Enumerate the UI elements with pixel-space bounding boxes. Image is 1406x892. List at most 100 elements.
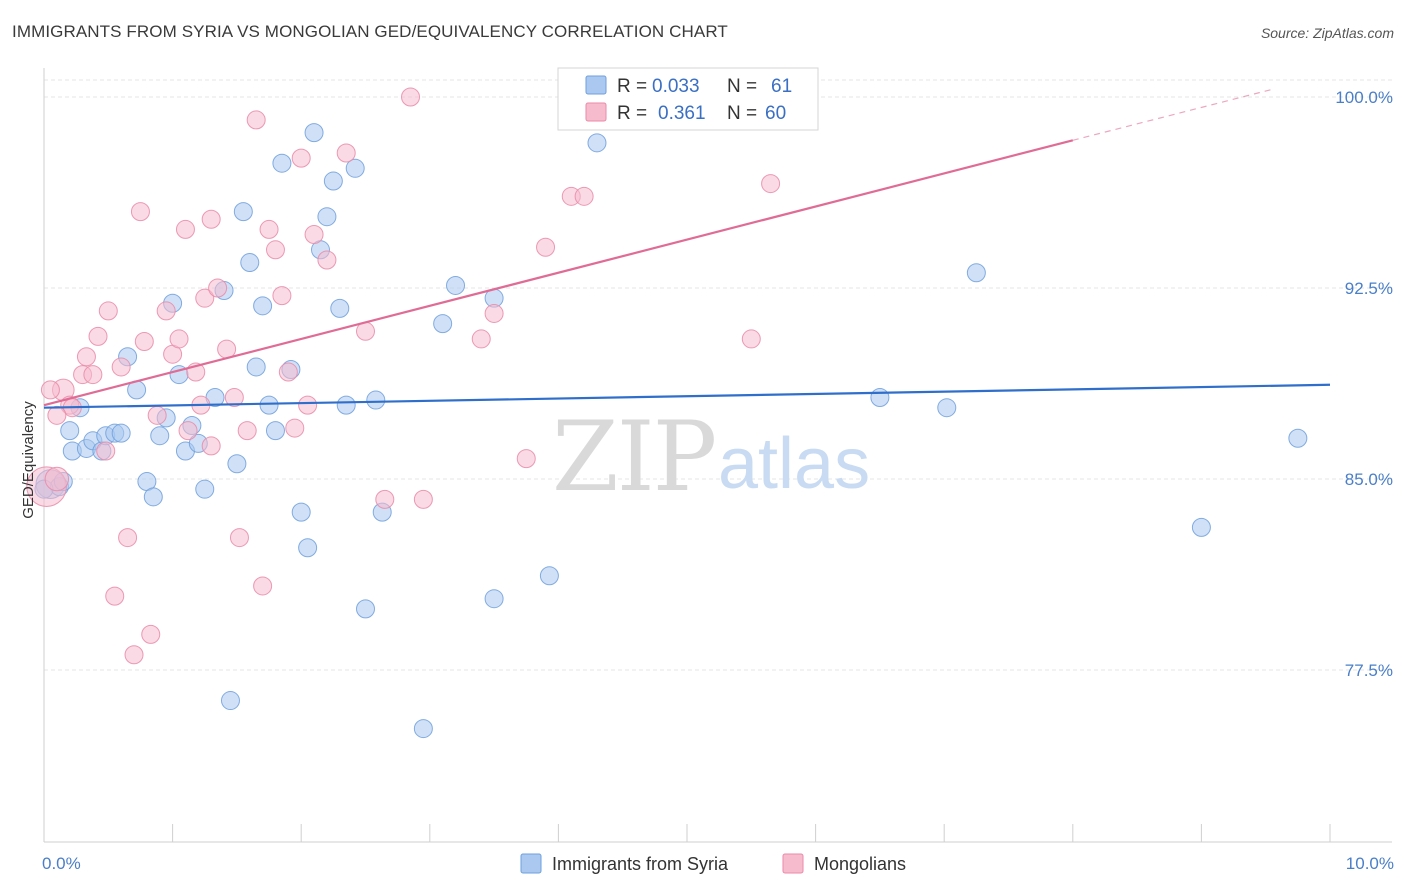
data-point-blue [345,158,365,178]
data-point-pink [401,87,421,107]
chart-title: IMMIGRANTS FROM SYRIA VS MONGOLIAN GED/E… [12,22,728,41]
data-point-pink [40,380,60,400]
data-point-pink [118,528,138,548]
data-point-blue [291,502,311,522]
legend-swatch-blue [585,75,607,95]
data-point-pink [169,329,189,349]
data-point-blue [246,357,266,377]
data-point-pink [471,329,491,349]
data-point-pink [83,365,103,385]
series-legend-swatch-pink [782,853,804,874]
legend-n-label-pink: N = [727,103,757,124]
y-axis-title: GED/Equivalency [20,401,37,519]
data-point-blue [587,133,607,153]
data-point-pink [265,240,285,260]
data-point-pink [246,110,266,130]
data-point-pink [761,174,781,194]
data-point-blue [304,123,324,143]
y-tick-label: 77.5% [1345,661,1393,680]
data-point-blue [484,589,504,609]
data-point-pink [208,278,228,298]
data-point-blue [233,202,253,222]
data-point-blue [272,153,292,173]
data-point-blue [240,253,260,273]
data-point-pink [272,286,292,306]
data-point-pink [285,418,305,438]
data-point-blue [60,421,80,441]
data-point-blue [253,296,273,316]
source-credit: Source: ZipAtlas.com [1260,25,1394,41]
data-point-blue [195,479,215,499]
data-point-blue [265,421,285,441]
data-point-pink [130,202,150,222]
data-point-pink [44,466,70,492]
data-point-pink [156,301,176,321]
data-point-blue [143,487,163,507]
series-legend-label-blue: Immigrants from Syria [552,854,729,874]
data-point-pink [195,288,215,308]
data-point-pink [178,421,198,441]
trend-line-blue [43,383,1331,409]
data-point-pink [124,645,144,665]
data-point-pink [88,326,108,346]
data-point-blue [298,538,318,558]
data-point-blue [539,566,559,586]
data-point-blue [937,398,957,418]
data-point-pink [298,395,318,415]
trend-line-pink [43,139,1074,407]
data-point-pink [291,148,311,168]
legend-n-label-blue: N = [727,76,757,97]
x-tick-label: 0.0% [42,854,81,873]
y-tick-label: 85.0% [1345,470,1393,489]
data-point-blue [336,395,356,415]
data-point-pink [317,250,337,270]
trend-extension-pink [1072,88,1273,141]
data-point-blue [323,171,343,191]
data-point-pink [105,586,125,606]
legend-n-value-pink: 60 [765,103,786,124]
data-point-pink [516,449,536,469]
axes: 100.0% 92.5% 85.0% 77.5% 0.0% 10.0% [42,68,1394,873]
data-point-pink [76,347,96,367]
data-point-blue [413,719,433,739]
series-legend-swatch-blue [520,853,542,874]
data-point-blue [150,426,170,446]
data-point-pink [484,303,504,323]
data-point-pink [47,405,67,425]
data-point-pink [229,528,249,548]
data-point-blue [220,691,240,711]
data-point-pink [574,186,594,206]
data-point-blue [317,207,337,227]
data-point-pink [304,225,324,245]
series-legend-label-pink: Mongolians [814,854,906,874]
data-point-pink [147,405,167,425]
legend-r-value-pink: 0.361 [658,103,706,124]
data-point-pink [741,329,761,349]
watermark-zip: ZIP [552,401,715,513]
data-point-pink [111,357,131,377]
data-point-blue [870,388,890,408]
data-points [26,87,1308,739]
data-point-pink [224,388,244,408]
data-point-pink [175,219,195,239]
data-point-blue [446,275,466,295]
legend-r-value-blue: 0.033 [652,76,700,97]
data-point-pink [536,237,556,257]
legend-swatch-pink [585,102,607,122]
data-point-pink [259,219,279,239]
data-point-blue [330,298,350,318]
data-point-blue [1191,517,1211,537]
data-point-pink [237,421,257,441]
data-point-pink [201,209,221,229]
gridlines [44,79,1392,671]
watermark: ZIP atlas [552,401,870,513]
data-point-pink [141,624,161,644]
data-point-blue [366,390,386,410]
trend-lines [43,88,1331,409]
data-point-blue [227,454,247,474]
data-point-blue [433,314,453,334]
data-point-blue [111,423,131,443]
legend-r-label-pink: R = [617,103,647,124]
x-tick-label: 10.0% [1346,854,1394,873]
